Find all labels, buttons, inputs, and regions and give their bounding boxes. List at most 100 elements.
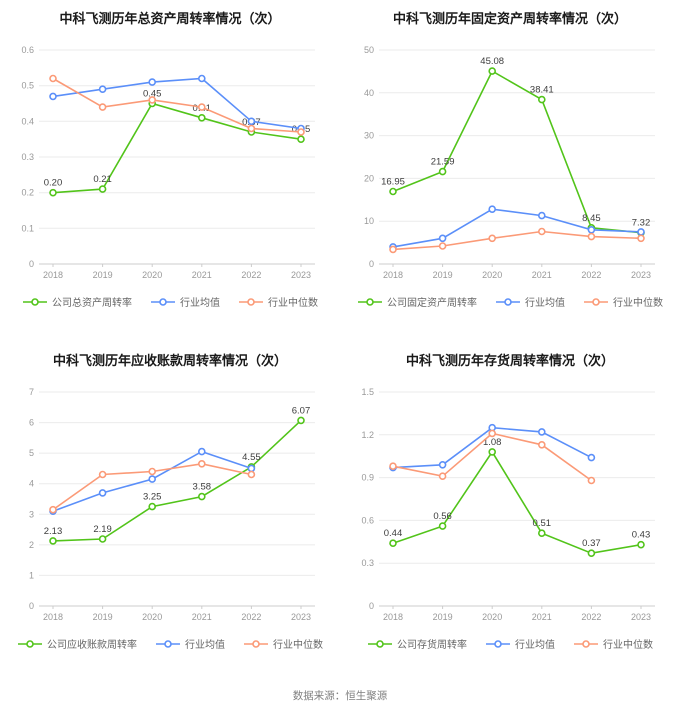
- data-point-marker-industry-median: [389, 462, 397, 470]
- y-axis-tick-label: 1.2: [361, 430, 374, 440]
- data-point-marker-industry-average: [148, 78, 156, 86]
- x-axis-tick-label: 2020: [142, 612, 162, 622]
- data-point-marker-industry-average: [438, 461, 447, 469]
- y-axis-tick-label: 0.5: [21, 81, 34, 91]
- data-point-marker-company: [438, 522, 447, 530]
- value-label: 16.95: [381, 177, 405, 188]
- x-axis-tick-label: 2021: [532, 270, 552, 280]
- legend-item-industry-average[interactable]: 行业均值: [495, 294, 565, 309]
- legend-item-company[interactable]: 公司存货周转率: [367, 636, 467, 651]
- y-axis-tick-label: 2: [29, 540, 34, 550]
- legend-item-industry-median[interactable]: 行业中位数: [243, 636, 323, 651]
- legend-item-industry-average[interactable]: 行业均值: [150, 294, 220, 309]
- legend-item-industry-median[interactable]: 行业中位数: [238, 294, 318, 309]
- data-point-marker-industry-median: [587, 476, 596, 485]
- legend-marker: [252, 639, 260, 648]
- legend-label: 公司固定资产周转率: [387, 298, 477, 309]
- value-label: 21.59: [431, 157, 455, 168]
- legend-item-industry-median[interactable]: 行业中位数: [583, 294, 663, 309]
- y-axis-tick-label: 0.6: [21, 45, 34, 55]
- legend-item-company[interactable]: 公司总资产周转率: [22, 294, 132, 309]
- data-point-marker-industry-average: [538, 428, 546, 436]
- y-axis-tick-label: 10: [364, 216, 374, 226]
- fixed-asset-turnover-line-chart: 0 10 20 30 40 50 2018 2019 2020 2021 2022 2023 16.95…: [364, 45, 655, 280]
- data-point-marker-company: [49, 188, 57, 197]
- data-point-marker-industry-median: [198, 460, 206, 468]
- data-point-marker-industry-median: [389, 245, 397, 254]
- data-point-marker-company: [98, 535, 107, 543]
- x-axis-tick-label: 2022: [241, 270, 261, 280]
- chart-fixed-asset-turnover-card: 中科飞测历年固定资产周转率情况（次） 0 10 20 30 40 50 2018 2019 20…: [340, 0, 680, 342]
- legend-label: 行业中位数: [603, 640, 653, 651]
- chart-title: 中科飞测历年总资产周转率情况（次）: [59, 11, 281, 26]
- legend-item-company[interactable]: 公司固定资产周转率: [357, 294, 477, 309]
- legend-marker: [592, 297, 600, 306]
- x-axis-tick-label: 2018: [383, 270, 403, 280]
- data-point-marker-company: [389, 187, 397, 196]
- legend-marker: [494, 639, 502, 648]
- data-point-marker-industry-median: [198, 103, 206, 111]
- legend-label: 行业中位数: [273, 640, 323, 651]
- value-label: 0.51: [533, 518, 552, 529]
- data-point-marker-industry-median: [488, 429, 496, 438]
- data-point-marker-industry-median: [538, 227, 546, 236]
- chart-total-asset-turnover-card: 中科飞测历年总资产周转率情况（次） 0 0.1 0.2 0.3 0.4 0.5 0.6 201…: [0, 0, 340, 342]
- x-axis-tick-label: 2023: [631, 612, 651, 622]
- total-asset-turnover-line-chart: 0 0.1 0.2 0.3 0.4 0.5 0.6 2018 2019 2020 2021 2022 2…: [21, 45, 315, 280]
- legend-line-circle-icon: [486, 639, 510, 648]
- y-axis-tick-label: 0.1: [21, 223, 34, 233]
- data-point-marker-industry-median: [148, 467, 156, 476]
- legend-item-industry-median[interactable]: 行业中位数: [573, 636, 653, 651]
- x-axis-tick-label: 2021: [192, 270, 212, 280]
- legend-marker: [247, 297, 255, 306]
- legend-line-circle-icon: [23, 297, 47, 306]
- y-axis-tick-label: 0.4: [21, 116, 34, 126]
- chart-legend: 公司固定资产周转率 行业均值 行业中位数: [340, 294, 680, 309]
- y-axis-tick-label: 7: [29, 387, 34, 397]
- data-point-marker-company: [587, 549, 596, 557]
- data-point-marker-industry-median: [488, 234, 496, 243]
- data-point-marker-industry-median: [148, 96, 156, 104]
- chart-legend: 公司总资产周转率 行业均值 行业中位数: [0, 294, 340, 309]
- x-axis-tick-label: 2019: [93, 270, 113, 280]
- data-point-marker-industry-average: [98, 85, 107, 94]
- data-point-marker-industry-average: [538, 211, 546, 220]
- y-axis-tick-label: 0.6: [361, 515, 374, 525]
- legend-label: 行业均值: [180, 298, 220, 309]
- data-point-marker-industry-median: [438, 242, 447, 250]
- y-axis-tick-label: 1.5: [361, 387, 374, 397]
- data-point-marker-company: [488, 448, 496, 456]
- chart-title: 中科飞测历年固定资产周转率情况（次）: [392, 11, 627, 26]
- data-point-marker-industry-median: [98, 103, 107, 111]
- x-axis-tick-label: 2018: [43, 270, 63, 280]
- data-point-marker-company: [637, 540, 645, 549]
- legend-item-industry-average[interactable]: 行业均值: [485, 636, 555, 651]
- data-point-marker-industry-average: [587, 226, 596, 234]
- y-axis-tick-label: 1: [29, 570, 34, 580]
- legend-label: 行业均值: [525, 298, 565, 309]
- x-axis-tick-label: 2021: [532, 612, 552, 622]
- legend-marker: [31, 297, 39, 306]
- data-point-marker-company: [297, 416, 305, 425]
- data-point-marker-company: [538, 95, 546, 104]
- value-label: 0.44: [384, 528, 403, 539]
- data-point-marker-industry-average: [488, 205, 496, 213]
- value-label: 2.13: [44, 526, 63, 537]
- legend-item-company[interactable]: 公司应收账款周转率: [17, 636, 137, 651]
- inventory-turnover-line-chart: 0 0.3 0.6 0.9 1.2 1.5 2018 2019 2020 2021 2022 2023…: [361, 387, 655, 622]
- series-line-company: [52, 102, 302, 194]
- series-line-company: [52, 419, 302, 542]
- data-point-marker-industry-median: [247, 470, 256, 479]
- legend-line-circle-icon: [244, 639, 268, 648]
- y-axis-tick-label: 0: [369, 601, 374, 611]
- x-axis-tick-label: 2020: [482, 270, 502, 280]
- data-point-marker-company: [488, 67, 496, 75]
- value-label: 0.56: [433, 511, 452, 522]
- legend-marker: [504, 297, 512, 306]
- legend-item-industry-average[interactable]: 行业均值: [155, 636, 225, 651]
- y-axis-tick-label: 0.3: [21, 152, 34, 162]
- x-axis-tick-label: 2022: [581, 612, 601, 622]
- legend-line-circle-icon: [496, 297, 520, 306]
- data-point-marker-industry-average: [637, 228, 645, 236]
